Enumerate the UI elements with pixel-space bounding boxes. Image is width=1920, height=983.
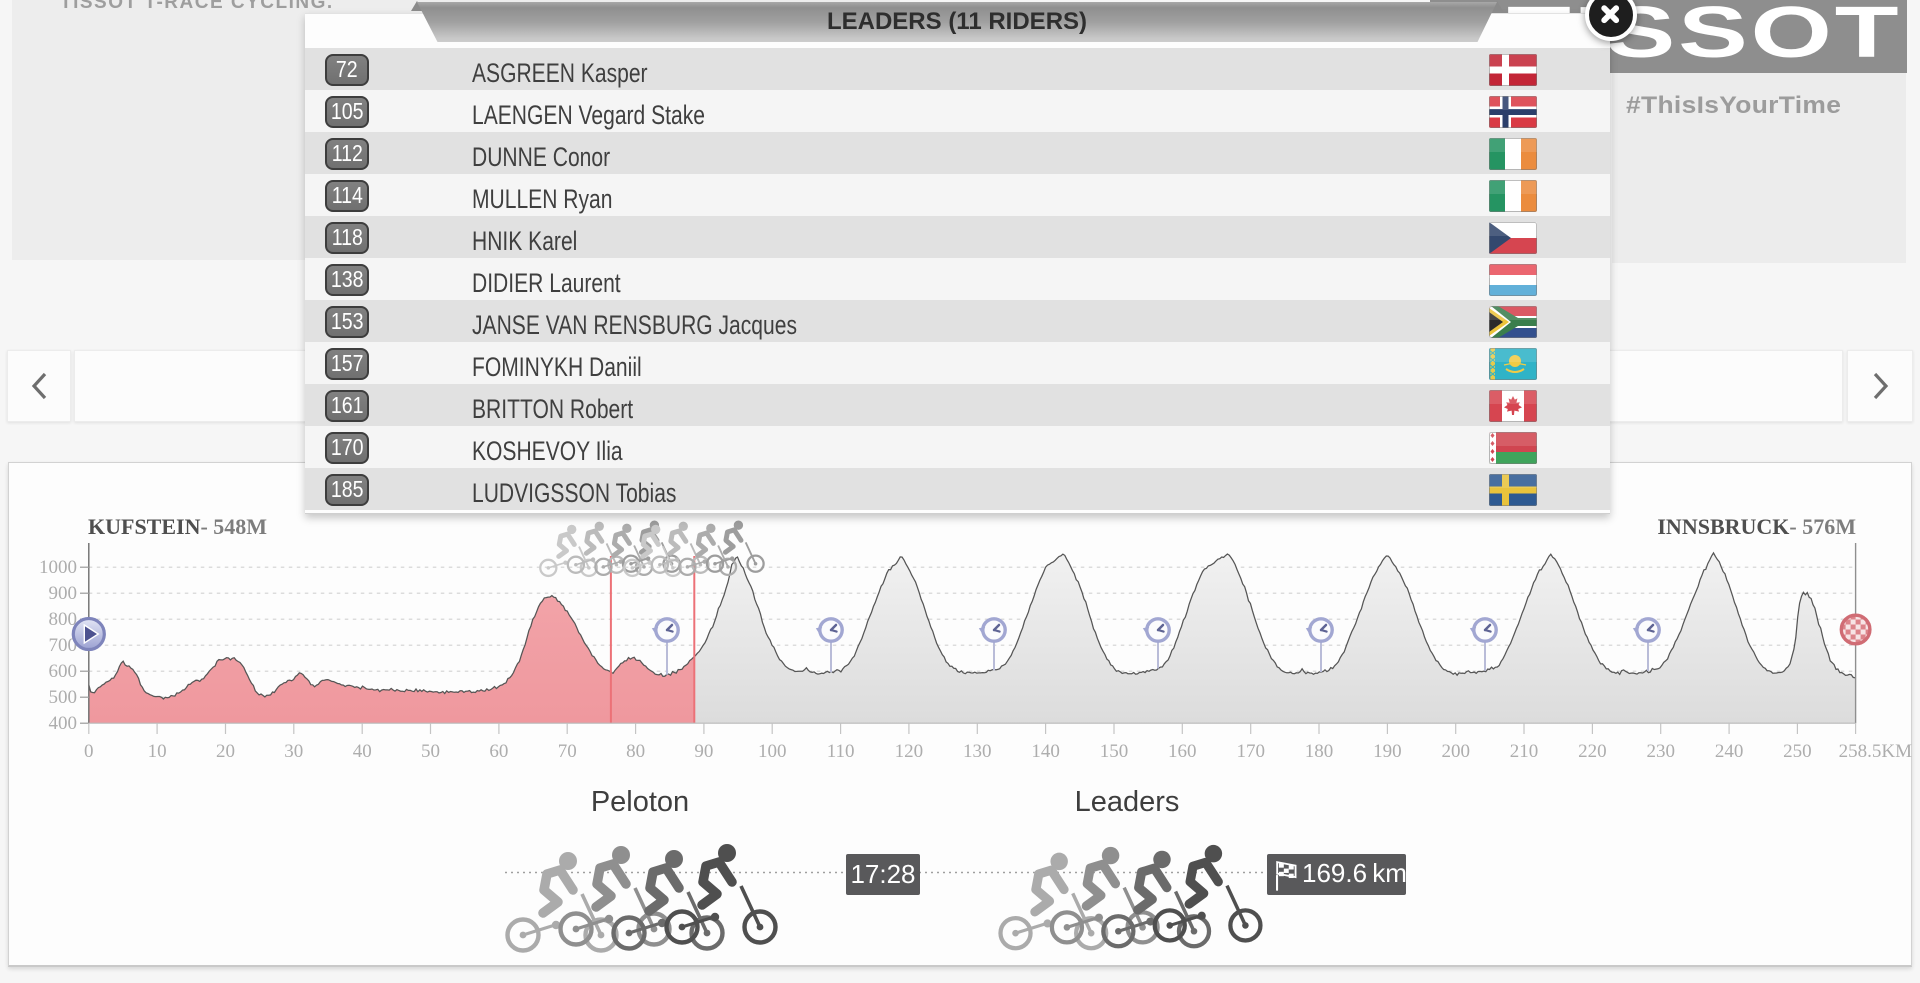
svg-text:17:28: 17:28 bbox=[850, 859, 915, 889]
svg-text:900: 900 bbox=[49, 583, 78, 604]
svg-text:150: 150 bbox=[1100, 741, 1129, 762]
svg-text:200: 200 bbox=[1441, 741, 1470, 762]
svg-text:140: 140 bbox=[1031, 741, 1060, 762]
svg-text:60: 60 bbox=[489, 741, 508, 762]
svg-text:110: 110 bbox=[827, 741, 855, 762]
svg-text:210: 210 bbox=[1510, 741, 1539, 762]
svg-text:Leaders: Leaders bbox=[1075, 786, 1180, 818]
svg-text:90: 90 bbox=[694, 741, 713, 762]
svg-text:KUFSTEIN- 548M: KUFSTEIN- 548M bbox=[88, 514, 267, 539]
svg-text:240: 240 bbox=[1715, 741, 1744, 762]
svg-text:70: 70 bbox=[558, 741, 577, 762]
svg-text:130: 130 bbox=[963, 741, 992, 762]
svg-text:160: 160 bbox=[1168, 741, 1197, 762]
svg-text:40: 40 bbox=[353, 741, 372, 762]
svg-text:INNSBRUCK- 576M: INNSBRUCK- 576M bbox=[1657, 514, 1856, 539]
svg-text:250: 250 bbox=[1783, 741, 1812, 762]
svg-text:1000: 1000 bbox=[39, 557, 77, 578]
svg-text:220: 220 bbox=[1578, 741, 1607, 762]
svg-text:120: 120 bbox=[895, 741, 924, 762]
svg-text:258.5KM: 258.5KM bbox=[1839, 741, 1912, 762]
svg-text:500: 500 bbox=[49, 687, 78, 708]
svg-text:30: 30 bbox=[284, 741, 303, 762]
svg-text:80: 80 bbox=[626, 741, 645, 762]
svg-text:190: 190 bbox=[1373, 741, 1402, 762]
svg-text:600: 600 bbox=[49, 661, 78, 682]
svg-text:100: 100 bbox=[758, 741, 787, 762]
svg-text:170: 170 bbox=[1236, 741, 1265, 762]
svg-text:169.6 km: 169.6 km bbox=[1302, 858, 1407, 888]
svg-text:Peloton: Peloton bbox=[591, 786, 689, 818]
svg-text:LEADERS (11 RIDERS): LEADERS (11 RIDERS) bbox=[827, 8, 1087, 35]
svg-text:180: 180 bbox=[1305, 741, 1334, 762]
svg-text:20: 20 bbox=[216, 741, 235, 762]
svg-text:50: 50 bbox=[421, 741, 440, 762]
svg-text:700: 700 bbox=[49, 635, 78, 656]
svg-text:10: 10 bbox=[148, 741, 167, 762]
svg-text:400: 400 bbox=[49, 713, 78, 734]
svg-text:0: 0 bbox=[84, 741, 94, 762]
svg-text:800: 800 bbox=[49, 609, 78, 630]
svg-text:230: 230 bbox=[1646, 741, 1675, 762]
